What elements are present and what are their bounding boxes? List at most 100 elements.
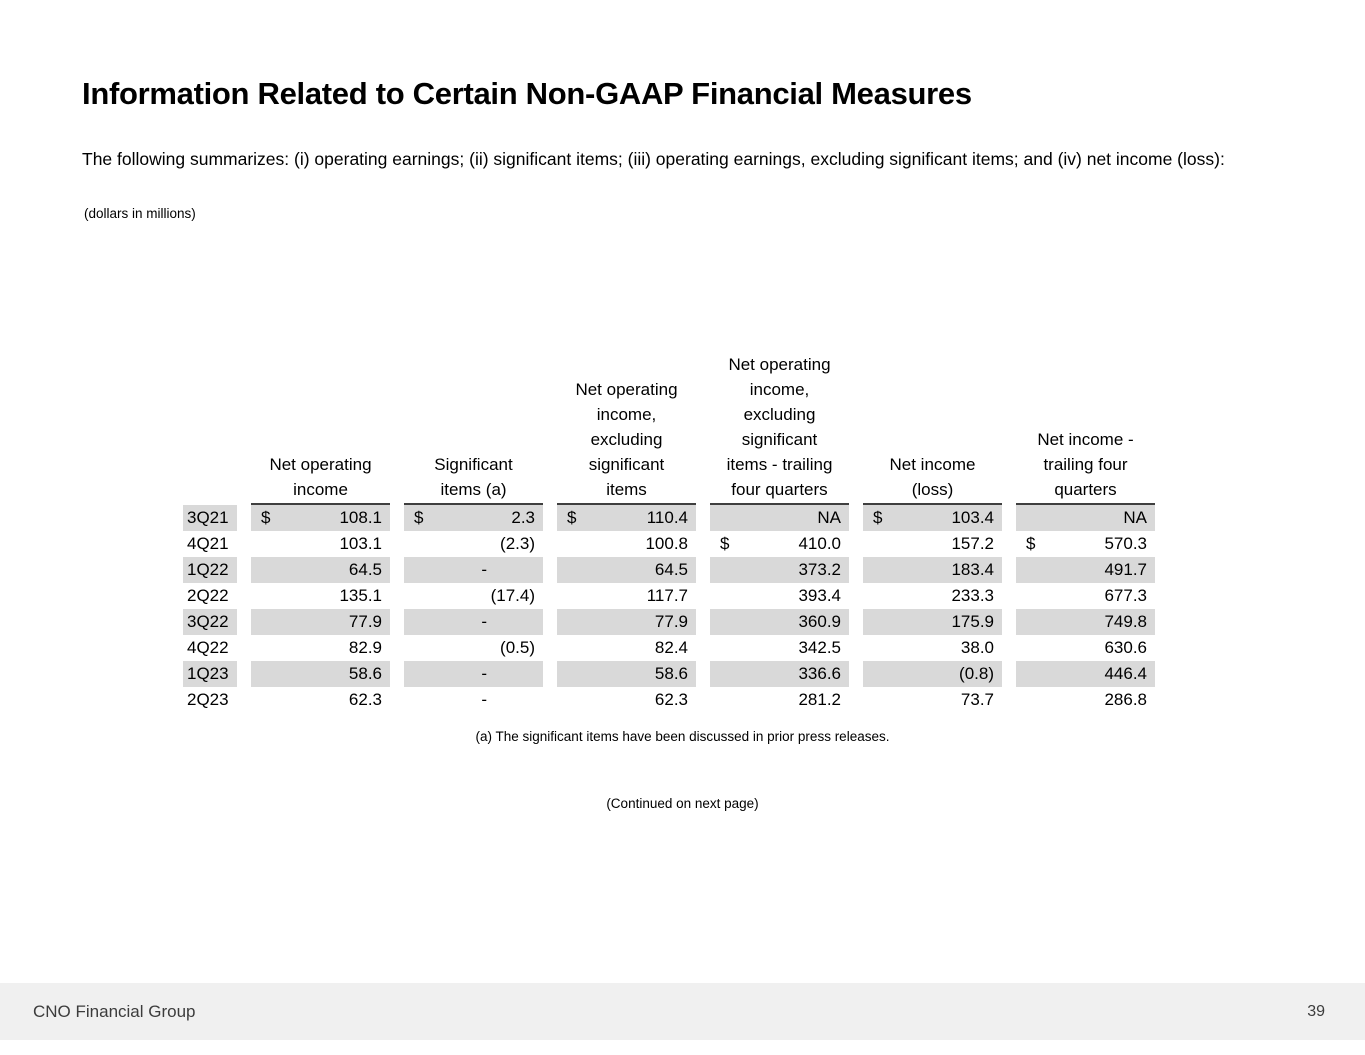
currency-symbol: $	[1026, 534, 1036, 553]
data-cell: $ 2.3	[404, 505, 543, 531]
data-cell: 286.8	[1016, 687, 1155, 713]
cell-value: 360.9	[798, 612, 841, 631]
data-cell: -	[404, 557, 543, 583]
column-header-net-operating-income-excl-trailing: Net operating income, excluding signific…	[710, 352, 849, 505]
data-cell: 373.2	[710, 557, 849, 583]
data-cell: 117.7	[557, 583, 696, 609]
cell-value: 77.9	[348, 612, 382, 631]
cell-value: 2.3	[511, 508, 535, 527]
data-cell: 100.8	[557, 531, 696, 557]
quarter-label: 4Q21	[187, 534, 229, 553]
cell-value: 336.6	[798, 664, 841, 683]
column-header-net-operating-income-excl: Net operating income, excluding signific…	[557, 352, 696, 505]
data-cell: (2.3)	[404, 531, 543, 557]
header-row: Net operating income Significant items (…	[183, 352, 1155, 505]
quarter-label: 2Q23	[187, 690, 229, 709]
cell-value: 233.3	[951, 586, 994, 605]
data-cell: 491.7	[1016, 557, 1155, 583]
cell-value: 393.4	[798, 586, 841, 605]
table-row: 1Q23 58.6 - 58.6	[183, 661, 1155, 687]
cell-value: 38.0	[960, 638, 994, 657]
data-cell: (0.8)	[863, 661, 1002, 687]
table-row: 4Q22 82.9 (0.5) 82.4	[183, 635, 1155, 661]
cell-value: -	[481, 560, 487, 579]
cell-value: -	[481, 664, 487, 683]
data-cell: 233.3	[863, 583, 1002, 609]
cell-value: 103.4	[951, 508, 994, 527]
cell-value: 157.2	[951, 534, 994, 553]
cell-value: 103.1	[339, 534, 382, 553]
cell-value: (2.3)	[500, 534, 535, 553]
cell-value: -	[481, 612, 487, 631]
table-row: 2Q23 62.3 - 62.3	[183, 687, 1155, 713]
table-footnote: (a) The significant items have been disc…	[475, 729, 890, 744]
quarter-label: 2Q22	[187, 586, 229, 605]
cell-value: 108.1	[339, 508, 382, 527]
data-cell: 342.5	[710, 635, 849, 661]
data-cell: $ 410.0	[710, 531, 849, 557]
cell-value: 286.8	[1104, 690, 1147, 709]
quarter-label: 4Q22	[187, 638, 229, 657]
page-title: Information Related to Certain Non-GAAP …	[82, 76, 972, 111]
footer-company-name: CNO Financial Group	[33, 1001, 196, 1021]
data-cell: $ 108.1	[251, 505, 390, 531]
data-cell: 77.9	[557, 609, 696, 635]
cell-value: 570.3	[1104, 534, 1147, 553]
cell-value: 446.4	[1104, 664, 1147, 683]
table-row: 1Q22 64.5 - 64.5	[183, 557, 1155, 583]
financial-table-wrap: Net operating income Significant items (…	[169, 352, 1169, 713]
cell-value: 630.6	[1104, 638, 1147, 657]
data-cell: 77.9	[251, 609, 390, 635]
data-cell: 38.0	[863, 635, 1002, 661]
cell-value: 110.4	[646, 508, 688, 527]
data-cell: 62.3	[557, 687, 696, 713]
cell-value: 62.3	[654, 690, 688, 709]
data-cell: 135.1	[251, 583, 390, 609]
cell-value: 117.7	[646, 586, 688, 605]
data-cell: 58.6	[557, 661, 696, 687]
currency-symbol: $	[720, 534, 730, 553]
units-note: (dollars in millions)	[84, 206, 196, 221]
data-cell: -	[404, 609, 543, 635]
cell-value: NA	[1123, 508, 1147, 527]
data-cell: 62.3	[251, 687, 390, 713]
cell-value: 410.0	[798, 534, 841, 553]
cell-value: 58.6	[654, 664, 688, 683]
cell-value: (0.8)	[959, 664, 994, 683]
continued-note: (Continued on next page)	[606, 796, 759, 811]
currency-symbol: $	[873, 508, 883, 527]
currency-symbol: $	[414, 508, 424, 527]
data-cell: 183.4	[863, 557, 1002, 583]
data-cell: 103.1	[251, 531, 390, 557]
table-row: 3Q21 $ 108.1 $ 2.3 $ 110.4	[183, 505, 1155, 531]
cell-value: 82.9	[348, 638, 382, 657]
data-cell: (17.4)	[404, 583, 543, 609]
data-cell: 677.3	[1016, 583, 1155, 609]
data-cell: 281.2	[710, 687, 849, 713]
cell-value: 342.5	[798, 638, 841, 657]
quarter-label: 3Q22	[183, 609, 237, 635]
quarter-label: 1Q22	[183, 557, 237, 583]
cell-value: 175.9	[951, 612, 994, 631]
intro-paragraph: The following summarizes: (i) operating …	[82, 149, 1225, 169]
data-cell: NA	[710, 505, 849, 531]
cell-value: 82.4	[654, 638, 688, 657]
data-cell: 336.6	[710, 661, 849, 687]
column-header-significant-items: Significant items (a)	[404, 352, 543, 505]
column-header-net-operating-income: Net operating income	[251, 352, 390, 505]
quarter-label: 3Q21	[183, 505, 237, 531]
data-cell: 360.9	[710, 609, 849, 635]
table-row: 2Q22 135.1 (17.4) 117.7	[183, 583, 1155, 609]
table-body: 3Q21 $ 108.1 $ 2.3 $ 110.4	[183, 505, 1155, 713]
cell-value: 73.7	[960, 690, 994, 709]
column-header-net-income-trailing: Net income - trailing four quarters	[1016, 352, 1155, 505]
currency-symbol: $	[261, 508, 271, 527]
cell-value: (17.4)	[490, 586, 535, 605]
table-row: 3Q22 77.9 - 77.9	[183, 609, 1155, 635]
cell-value: 749.8	[1104, 612, 1147, 631]
cell-value: 491.7	[1104, 560, 1147, 579]
data-cell: 82.9	[251, 635, 390, 661]
cell-value: (0.5)	[500, 638, 535, 657]
data-cell: $ 103.4	[863, 505, 1002, 531]
table-row: 4Q21 103.1 (2.3) 100.8	[183, 531, 1155, 557]
